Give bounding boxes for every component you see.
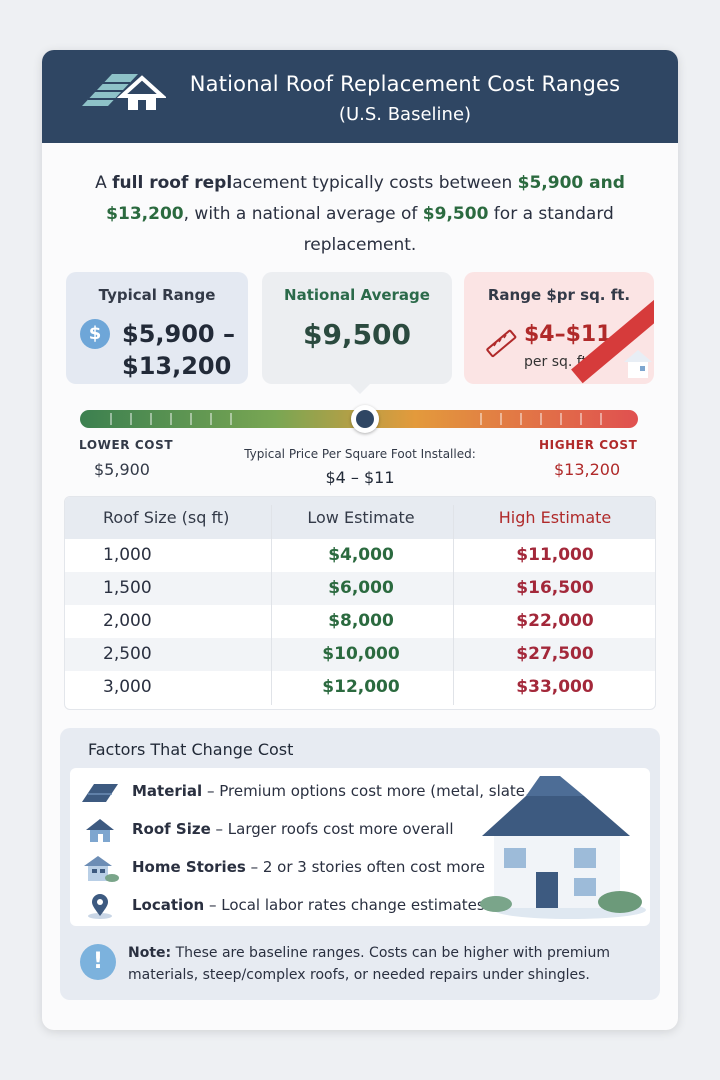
per-sqft-box: Range $pr sq. ft. $4–$11 per sq. ft. [464,272,654,384]
table-cell: $27,500 [516,644,594,664]
intro-text: A full roof replacement typically costs … [95,173,625,255]
factors-title: Factors That Change Cost [88,740,294,759]
factors-panel: Factors That Change Cost Material – Prem… [60,728,660,1000]
table-cell: 1,000 [103,545,152,565]
national-average-label: National Average [284,286,430,304]
ruler-icon [486,329,517,358]
scale-tick [600,413,602,425]
infographic-card: National Roof Replacement Cost Ranges (U… [42,50,678,1030]
lower-cost-value: $5,900 [94,460,150,479]
table-row: 1,000 $4,000 $11,000 [65,539,655,572]
table-cell: $10,000 [322,644,400,664]
factor-text: Material – Premium options cost more (me… [132,782,569,800]
column-divider [271,505,272,705]
table-cell: $11,000 [516,545,594,565]
typical-range-label: Typical Range [98,286,216,304]
scale-tick [230,413,232,425]
higher-cost-value: $13,200 [554,460,621,479]
cost-table: Roof Size (sq ft) Low Estimate High Esti… [64,496,656,710]
scale-tick [110,413,112,425]
table-cell: $4,000 [328,545,394,565]
typical-range-value: $5,900 – $13,200 [122,320,235,380]
higher-cost-label: HIGHER COST [539,438,638,452]
house-icon [86,819,114,842]
two-story-house-icon [84,856,119,882]
house-illustration [480,776,646,919]
shingle-icon [82,784,118,802]
national-average-value: $9,500 [302,318,412,351]
callout-pointer [350,384,370,394]
scale-tick [210,413,212,425]
table-row: 3,000 $12,000 $33,000 [65,671,655,704]
scale-tick [540,413,542,425]
scale-tick [170,413,172,425]
table-cell: 1,500 [103,578,152,598]
table-cell: 3,000 [103,677,152,697]
roof-house-icon [82,74,166,110]
scale-tick [480,413,482,425]
location-pin-icon [88,894,112,919]
lower-cost-label: LOWER COST [79,438,174,452]
table-cell: $16,500 [516,578,594,598]
per-sqft-label: Range $pr sq. ft. [487,286,631,304]
column-header: Roof Size (sq ft) [103,508,230,527]
column-divider [453,505,454,705]
table-cell: $22,000 [516,611,594,631]
table-row: 2,500 $10,000 $27,500 [65,638,655,671]
factor-text: Roof Size – Larger roofs cost more overa… [132,820,454,838]
table-cell: $33,000 [516,677,594,697]
table-cell: 2,000 [103,611,152,631]
page-subtitle: (U.S. Baseline) [338,104,472,125]
scale-tick [130,413,132,425]
column-header: Low Estimate [307,508,415,527]
table-cell: 2,500 [103,644,152,664]
table-cell: $8,000 [328,611,394,631]
scale-tick [150,413,152,425]
factor-text: Home Stories – 2 or 3 stories often cost… [132,858,485,876]
price-per-sqft-value: $4 – $11 [325,468,395,487]
dollar-coin-icon: $ [80,319,110,349]
factor-text: Location – Local labor rates change esti… [132,896,490,914]
table-cell: $12,000 [322,677,400,697]
note-text: Note: These are baseline ranges. Costs c… [128,945,610,983]
table-row: 1,500 $6,000 $16,500 [65,572,655,605]
header: National Roof Replacement Cost Ranges (U… [42,50,678,143]
scale-tick [520,413,522,425]
price-per-sqft-label: Typical Price Per Square Foot Installed: [244,447,476,461]
page-title: National Roof Replacement Cost Ranges [189,72,621,96]
table-header-row: Roof Size (sq ft) Low Estimate High Esti… [65,497,655,539]
scale-marker [350,405,379,433]
scale-tick [500,413,502,425]
scale-tick [190,413,192,425]
column-header: High Estimate [498,508,612,527]
small-house-icon [624,350,652,378]
table-cell: $6,000 [328,578,394,598]
info-alert-icon: ! [80,944,116,980]
scale-tick [580,413,582,425]
table-row: 2,000 $8,000 $22,000 [65,605,655,638]
scale-tick [560,413,562,425]
per-sqft-value: $4–$11 [524,322,612,347]
typical-range-box: Typical Range $ $5,900 – $13,200 [66,272,248,384]
national-average-box: National Average $9,500 [262,272,452,394]
